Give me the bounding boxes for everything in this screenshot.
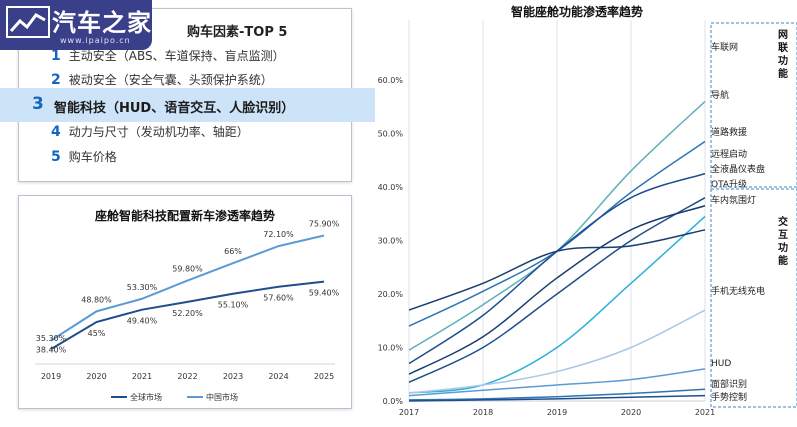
y-tick-label: 50.0%: [378, 130, 404, 139]
series-line: [408, 394, 706, 402]
data-label: 45%: [88, 329, 106, 338]
data-label: 52.20%: [172, 309, 203, 318]
factor-item-1: 1 主动安全（ABS、车道保持、盲点监测）: [51, 47, 285, 64]
data-label: 48.80%: [81, 295, 112, 304]
series-label: 道路救援: [711, 126, 747, 138]
series-line: [408, 197, 706, 383]
data-label: 53.30%: [127, 283, 158, 292]
factor-text: 主动安全（ABS、车道保持、盲点监测）: [68, 49, 285, 63]
group-label-interaction: 交互功能: [778, 215, 788, 267]
factor-text: 智能科技（HUD、语音交互、人脸识别）: [54, 101, 295, 116]
series-line: [408, 229, 706, 311]
y-tick-label: 0.0%: [383, 397, 404, 406]
factor-item-2: 2 被动安全（安全气囊、头颈保护系统）: [51, 71, 273, 88]
series-label: 车联网: [711, 41, 738, 53]
legend-label-china: 中国市场: [206, 392, 238, 402]
chart1-title: 座舱智能科技配置新车渗透率趋势: [94, 208, 275, 223]
factor-text: 动力与尺寸（发动机功率、轴距）: [68, 125, 249, 139]
logo-url: www.ipaipo.cn: [60, 36, 131, 45]
data-label: 75.90%: [309, 219, 340, 228]
factor-text: 购车价格: [68, 150, 117, 164]
y-tick-label: 30.0%: [378, 237, 404, 246]
site-logo: 汽车之家 www.ipaipo.cn: [0, 0, 152, 50]
series-line: [408, 309, 706, 394]
x-tick-label: 2019: [41, 372, 61, 381]
y-tick-label: 60.0%: [378, 76, 404, 85]
x-tick-label: 2023: [223, 372, 243, 381]
series-line: [408, 205, 706, 375]
series-label: 车内氛围灯: [711, 194, 756, 206]
series-line-china: [50, 234, 325, 342]
factor-item-3-highlight: 3 智能科技（HUD、语音交互、人脸识别）: [0, 88, 375, 122]
data-label: 35.30%: [36, 334, 67, 343]
factor-number: 1: [51, 48, 61, 64]
y-tick-label: 10.0%: [378, 344, 404, 353]
x-tick-label: 2021: [132, 372, 152, 381]
series-label: HUD: [711, 359, 731, 369]
x-tick-label: 2021: [695, 408, 715, 417]
x-tick-label: 2022: [177, 372, 197, 381]
x-tick-label: 2018: [473, 408, 493, 417]
factors-title: 购车因素-TOP 5: [187, 25, 288, 40]
data-label: 49.40%: [127, 317, 158, 326]
x-tick-label: 2024: [268, 372, 288, 381]
series-label: 手势控制: [711, 391, 747, 403]
factor-number: 3: [32, 94, 44, 114]
logo-chart-icon: [6, 6, 50, 38]
factor-number: 4: [51, 124, 61, 140]
legend-label-global: 全球市场: [130, 392, 162, 402]
y-tick-label: 40.0%: [378, 183, 404, 192]
series-label: 面部识别: [711, 378, 747, 390]
factor-item-5: 5 购车价格: [51, 148, 117, 165]
series-line: [408, 215, 706, 394]
factor-number: 5: [51, 149, 61, 165]
data-label: 55.10%: [218, 301, 249, 310]
data-label: 59.40%: [309, 289, 340, 298]
series-label: OTA升级: [711, 178, 747, 190]
data-label: 38.40%: [36, 345, 67, 354]
cockpit-tech-chart-panel: 座舱智能科技配置新车渗透率趋势 35.30% 45% 49.40% 52.20% 55.…: [18, 195, 352, 409]
series-label: 手机无线充电: [711, 285, 765, 297]
x-tick-label: 2025: [314, 372, 334, 381]
logo-name: 汽车之家: [52, 9, 152, 37]
cockpit-tech-chart: 座舱智能科技配置新车渗透率趋势 35.30% 45% 49.40% 52.20% 55.…: [35, 208, 340, 402]
data-label: 57.60%: [263, 294, 294, 303]
group-box-connectivity: [710, 22, 797, 188]
factor-text: 被动安全（安全气囊、头颈保护系统）: [68, 73, 273, 87]
y-tick-label: 20.0%: [378, 290, 404, 299]
data-label: 66%: [224, 247, 242, 256]
data-label: 72.10%: [263, 230, 294, 239]
series-label: 远程启动: [711, 148, 747, 160]
x-tick-label: 2019: [547, 408, 567, 417]
chart1-legend: 全球市场 中国市场: [111, 392, 238, 402]
group-box-interaction: [710, 188, 797, 408]
data-label: 59.80%: [172, 265, 203, 274]
factor-item-4: 4 动力与尺寸（发动机功率、轴距）: [51, 123, 249, 140]
series-line-global: [50, 280, 325, 351]
x-tick-label: 2020: [86, 372, 106, 381]
x-tick-label: 2020: [621, 408, 641, 417]
cockpit-feature-chart: 智能座舱功能渗透率趋势 0.0% 10.0% 20.0% 30.0% 40.0% 50.0…: [378, 4, 797, 417]
series-line: [408, 368, 706, 397]
series-label: 导航: [711, 89, 729, 101]
factor-number: 2: [51, 72, 61, 88]
chart2-title: 智能座舱功能渗透率趋势: [510, 4, 643, 19]
series-label: 全液晶仪表盘: [711, 163, 765, 175]
x-tick-label: 2017: [399, 408, 419, 417]
group-label-connectivity: 网联功能: [778, 29, 788, 80]
series-line: [408, 388, 706, 401]
